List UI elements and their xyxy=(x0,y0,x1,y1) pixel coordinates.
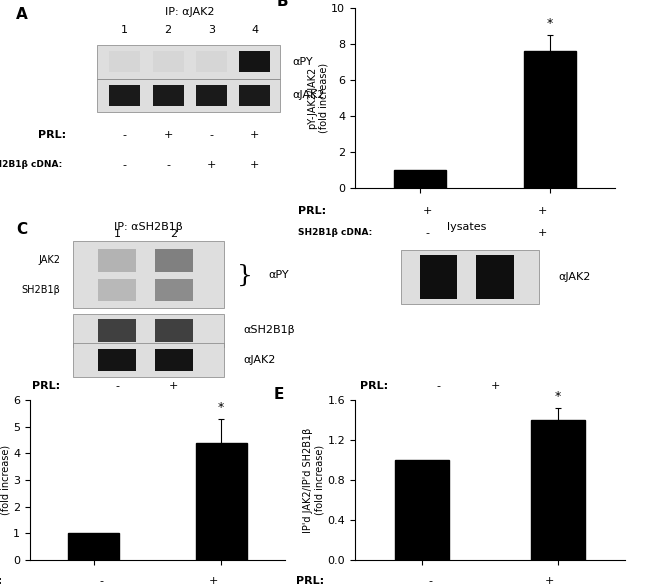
FancyBboxPatch shape xyxy=(419,255,458,299)
Text: JAK2: JAK2 xyxy=(38,255,60,265)
Text: +: + xyxy=(490,381,500,391)
Text: -: - xyxy=(428,576,433,586)
Text: -: - xyxy=(123,159,127,169)
Text: *: * xyxy=(554,390,560,403)
FancyBboxPatch shape xyxy=(98,319,136,342)
Y-axis label: pY-SH2B1β/SH2B1β
(fold increase): pY-SH2B1β/SH2B1β (fold increase) xyxy=(0,432,10,528)
Text: αJAK2: αJAK2 xyxy=(558,272,590,282)
FancyBboxPatch shape xyxy=(155,349,192,372)
FancyBboxPatch shape xyxy=(109,51,140,72)
Y-axis label: pY-JAK2/JAK2
(fold increase): pY-JAK2/JAK2 (fold increase) xyxy=(307,63,328,133)
FancyBboxPatch shape xyxy=(98,249,136,272)
FancyBboxPatch shape xyxy=(153,51,183,72)
FancyBboxPatch shape xyxy=(73,241,224,308)
Bar xyxy=(196,443,247,560)
FancyBboxPatch shape xyxy=(97,79,280,112)
Text: 2: 2 xyxy=(170,229,177,239)
FancyBboxPatch shape xyxy=(98,279,136,302)
Text: +: + xyxy=(250,130,259,140)
Text: -: - xyxy=(166,159,170,169)
Text: SH2B1β cDNA:: SH2B1β cDNA: xyxy=(298,228,372,236)
Text: -: - xyxy=(99,576,103,586)
Bar xyxy=(394,170,446,188)
Text: +: + xyxy=(169,381,179,391)
Text: 1: 1 xyxy=(114,229,121,239)
Bar xyxy=(524,51,576,188)
Text: *: * xyxy=(547,16,553,29)
Text: PRL:: PRL: xyxy=(38,130,66,140)
Text: PRL:: PRL: xyxy=(0,576,2,586)
FancyBboxPatch shape xyxy=(153,85,183,106)
Text: +: + xyxy=(538,206,547,216)
Text: -: - xyxy=(209,130,213,140)
Bar xyxy=(68,533,119,560)
Text: lysates: lysates xyxy=(447,222,486,232)
Text: }: } xyxy=(237,263,253,286)
Text: 1: 1 xyxy=(121,25,128,35)
Text: IP: αSH2B1β: IP: αSH2B1β xyxy=(114,222,183,232)
FancyBboxPatch shape xyxy=(155,279,192,302)
FancyBboxPatch shape xyxy=(476,255,514,299)
Text: +: + xyxy=(207,159,216,169)
Text: PRL:: PRL: xyxy=(296,576,324,586)
Text: +: + xyxy=(423,206,432,216)
FancyBboxPatch shape xyxy=(73,313,224,347)
Text: PRL:: PRL: xyxy=(360,381,388,391)
Text: E: E xyxy=(274,387,284,402)
Y-axis label: IP'd JAK2/IP'd SH2B1β
(fold increase): IP'd JAK2/IP'd SH2B1β (fold increase) xyxy=(303,427,325,533)
Text: *: * xyxy=(218,401,224,414)
Text: -: - xyxy=(123,130,127,140)
FancyBboxPatch shape xyxy=(98,349,136,372)
FancyBboxPatch shape xyxy=(196,85,227,106)
FancyBboxPatch shape xyxy=(196,51,227,72)
Text: +: + xyxy=(163,130,173,140)
Text: SH2B1β: SH2B1β xyxy=(21,285,60,295)
Text: 4: 4 xyxy=(252,25,259,35)
FancyBboxPatch shape xyxy=(155,319,192,342)
Text: -: - xyxy=(426,228,430,238)
Text: +: + xyxy=(538,228,547,238)
Bar xyxy=(395,460,450,560)
Text: A: A xyxy=(16,7,28,22)
Text: +: + xyxy=(250,159,259,169)
Text: 2: 2 xyxy=(164,25,172,35)
FancyBboxPatch shape xyxy=(155,249,192,272)
FancyBboxPatch shape xyxy=(239,51,270,72)
Text: C: C xyxy=(16,222,27,237)
FancyBboxPatch shape xyxy=(400,250,540,304)
FancyBboxPatch shape xyxy=(73,343,224,377)
FancyBboxPatch shape xyxy=(97,45,280,79)
Text: αJAK2: αJAK2 xyxy=(292,91,324,101)
Text: αPY: αPY xyxy=(268,270,289,280)
Text: +: + xyxy=(545,576,554,586)
Text: αJAK2: αJAK2 xyxy=(243,355,276,365)
FancyBboxPatch shape xyxy=(109,85,140,106)
Text: αSH2B1β: αSH2B1β xyxy=(243,325,294,335)
Text: -: - xyxy=(115,381,119,391)
Bar xyxy=(530,420,584,560)
Text: IP: αJAK2: IP: αJAK2 xyxy=(165,7,214,17)
Text: -: - xyxy=(436,381,441,391)
Text: B: B xyxy=(277,0,289,9)
Text: αPY: αPY xyxy=(292,56,313,66)
Text: PRL:: PRL: xyxy=(298,206,326,216)
Text: 3: 3 xyxy=(208,25,215,35)
FancyBboxPatch shape xyxy=(239,85,270,106)
Text: SH2B1β cDNA:: SH2B1β cDNA: xyxy=(0,160,62,169)
Text: +: + xyxy=(209,576,218,586)
Text: PRL:: PRL: xyxy=(32,381,60,391)
